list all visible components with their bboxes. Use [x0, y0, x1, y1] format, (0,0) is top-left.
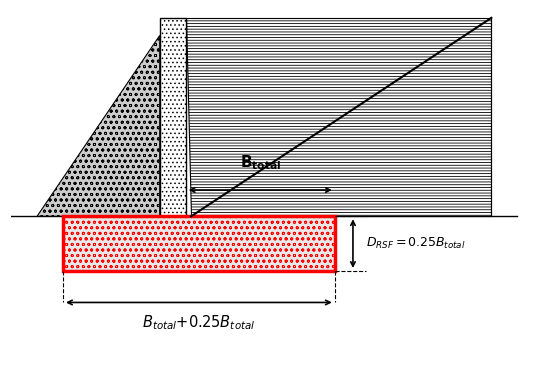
- Text: $\mathbf{B}_{\mathbf{total}}$: $\mathbf{B}_{\mathbf{total}}$: [239, 154, 281, 172]
- Text: $B_{total}$$ + 0.25B_{total}$: $B_{total}$$ + 0.25B_{total}$: [142, 313, 256, 332]
- Text: $D_{RSF}$$ = 0.25B_{total}$: $D_{RSF}$$ = 0.25B_{total}$: [366, 236, 466, 251]
- Bar: [63, 216, 335, 271]
- Polygon shape: [160, 18, 186, 216]
- Polygon shape: [37, 36, 160, 216]
- Polygon shape: [186, 18, 491, 216]
